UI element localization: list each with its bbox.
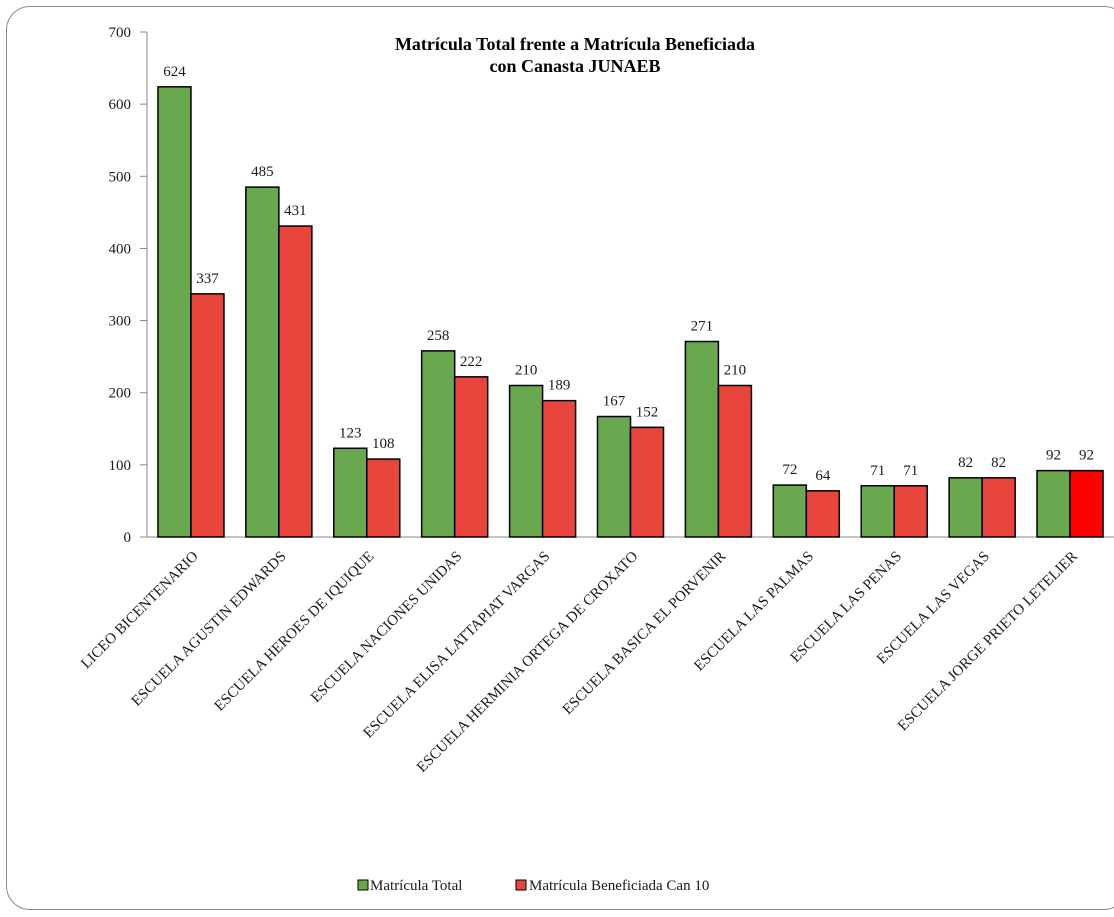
bar-beneficiada-8: [893, 485, 928, 538]
bar-total-6: [684, 340, 720, 538]
y-tick-label: 600: [109, 97, 132, 113]
data-label-total-1: 485: [251, 164, 274, 180]
y-tick-label: 100: [109, 458, 132, 474]
data-label-beneficiada-0: 337: [196, 271, 219, 287]
x-category-label: ESCUELA HEROES DE IQUIQUE: [212, 549, 378, 715]
bar-beneficiada-1: [278, 225, 313, 538]
bar-total-8: [860, 485, 895, 538]
y-tick-label: 0: [124, 530, 132, 546]
bar-total-7: [772, 484, 808, 538]
data-label-total-8: 71: [870, 463, 885, 479]
bar-beneficiada-2: [366, 458, 401, 538]
bar-total-4: [508, 384, 544, 538]
data-label-beneficiada-2: 108: [372, 436, 395, 452]
data-label-beneficiada-9: 82: [991, 455, 1006, 471]
x-category-label: ESCUELA ELISA LATTAPIAT VARGAS: [361, 549, 554, 742]
bar-beneficiada-9: [981, 477, 1016, 538]
bar-total-3: [420, 350, 456, 538]
legend-label-beneficiada: Matrícula Beneficiada Can 10: [529, 878, 709, 894]
bar-beneficiada-4: [541, 399, 577, 538]
data-label-total-3: 258: [427, 328, 450, 344]
x-category-label: ESCUELA BASICA EL PORVENIR: [560, 549, 729, 718]
bar-total-0: [157, 86, 192, 538]
bar-total-5: [596, 415, 632, 538]
bar-total-9: [948, 477, 983, 538]
bar-beneficiada-5: [629, 426, 665, 538]
bar-total-1: [245, 186, 280, 538]
legend-swatch-total: [357, 879, 369, 891]
data-label-total-4: 210: [515, 363, 538, 379]
data-label-beneficiada-4: 189: [548, 378, 571, 394]
bar-beneficiada-7: [805, 490, 841, 538]
bar-beneficiada-6: [717, 384, 753, 538]
y-tick-label: 300: [109, 314, 132, 330]
data-label-total-10: 92: [1046, 448, 1061, 464]
bar-beneficiada-3: [453, 376, 489, 538]
bar-total-10: [1036, 469, 1071, 538]
data-label-total-9: 82: [958, 455, 973, 471]
chart-title-line-1: Matrícula Total frente a Matrícula Benef…: [395, 34, 755, 54]
x-category-label: ESCUELA NACIONES UNIDAS: [308, 549, 465, 706]
data-label-beneficiada-1: 431: [284, 203, 307, 219]
bars: [157, 86, 1104, 538]
data-label-beneficiada-5: 152: [636, 404, 659, 420]
data-label-beneficiada-8: 71: [903, 463, 918, 479]
y-tick-label: 700: [109, 25, 132, 41]
data-label-beneficiada-7: 64: [815, 468, 831, 484]
bar-beneficiada-10: [1069, 469, 1104, 538]
chart-title-line-2: con Canasta JUNAEB: [489, 56, 660, 76]
data-label-total-5: 167: [603, 394, 626, 410]
y-tick-label: 200: [109, 386, 132, 402]
bar-total-2: [333, 447, 368, 538]
data-label-beneficiada-10: 92: [1079, 448, 1094, 464]
bar-beneficiada-0: [190, 293, 225, 538]
data-label-total-7: 72: [782, 462, 797, 478]
data-labels: 624 337 485 431 123 108 258 222 210 189 167 152 271 2…: [163, 64, 1094, 484]
legend-label-total: Matrícula Total: [370, 878, 462, 894]
chart-title: Matrícula Total frente a Matrícula Benef…: [395, 34, 755, 76]
y-tick-label: 500: [109, 169, 132, 185]
data-label-beneficiada-3: 222: [460, 354, 483, 370]
data-label-total-0: 624: [163, 64, 186, 80]
y-tick-label: 400: [109, 241, 132, 257]
x-category-label: ESCUELA AGUSTIN EDWARDS: [129, 549, 290, 710]
legend: Matrícula Total Matrícula Beneficiada Ca…: [357, 878, 709, 894]
legend-swatch-beneficiada: [515, 879, 527, 891]
data-label-total-2: 123: [339, 425, 362, 441]
data-label-total-6: 271: [691, 318, 714, 334]
data-label-beneficiada-6: 210: [724, 363, 747, 379]
x-category-label: ESCUELA JORGE PRIETO LETELIER: [895, 549, 1081, 735]
